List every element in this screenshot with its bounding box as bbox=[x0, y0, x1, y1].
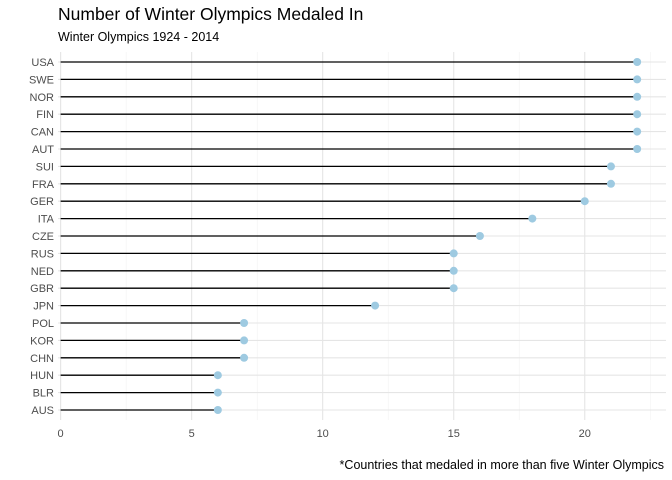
y-tick-label: FIN bbox=[36, 109, 54, 121]
x-tick-label: 5 bbox=[189, 428, 195, 440]
lollipop-point bbox=[213, 371, 222, 380]
y-tick-label: NED bbox=[31, 266, 54, 278]
lollipop-point bbox=[606, 179, 615, 188]
y-tick-label: GBR bbox=[30, 283, 54, 295]
y-tick-label: HUN bbox=[30, 370, 54, 382]
y-tick-label: JPN bbox=[33, 301, 54, 313]
x-tick-label: 15 bbox=[448, 428, 460, 440]
lollipop-point bbox=[633, 127, 642, 136]
lollipop-point bbox=[371, 301, 380, 310]
lollipop-point bbox=[633, 75, 642, 84]
chart-title: Number of Winter Olympics Medaled In bbox=[58, 4, 364, 24]
chart-subtitle: Winter Olympics 1924 - 2014 bbox=[58, 30, 220, 44]
y-tick-label: POL bbox=[32, 318, 54, 330]
y-tick-label: RUS bbox=[31, 248, 54, 260]
lollipop-point bbox=[449, 249, 458, 258]
chart-caption: *Countries that medaled in more than fiv… bbox=[339, 458, 664, 472]
lollipop-point bbox=[240, 336, 249, 345]
x-tick-label: 10 bbox=[317, 428, 329, 440]
lollipop-point bbox=[633, 58, 642, 66]
y-tick-label: AUS bbox=[31, 405, 54, 417]
lollipop-point bbox=[240, 353, 249, 362]
lollipop-point bbox=[633, 145, 642, 153]
y-tick-label: CZE bbox=[32, 231, 54, 243]
y-tick-label: ITA bbox=[38, 214, 55, 226]
lollipop-point bbox=[580, 197, 589, 206]
y-tick-label: KOR bbox=[30, 335, 54, 347]
lollipop-point bbox=[213, 406, 222, 414]
x-tick-label: 20 bbox=[579, 428, 591, 440]
lollipop-point bbox=[606, 162, 615, 171]
y-tick-label: AUT bbox=[32, 144, 54, 156]
lollipop-point bbox=[449, 284, 458, 293]
y-tick-label: CAN bbox=[31, 127, 54, 139]
y-tick-label: CHN bbox=[30, 353, 54, 365]
y-tick-label: SWE bbox=[29, 74, 54, 86]
lollipop-point bbox=[475, 232, 484, 240]
lollipop-point bbox=[633, 92, 642, 101]
y-tick-label: BLR bbox=[33, 388, 54, 400]
y-tick-label: FRA bbox=[32, 179, 55, 191]
lollipop-point bbox=[633, 110, 642, 119]
y-tick-label: USA bbox=[31, 57, 54, 69]
y-tick-label: NOR bbox=[30, 92, 55, 104]
x-tick-label: 0 bbox=[58, 428, 64, 440]
lollipop-point bbox=[528, 214, 537, 223]
lollipop-point bbox=[240, 319, 249, 327]
lollipop-point bbox=[213, 388, 222, 397]
y-tick-label: SUI bbox=[36, 161, 54, 173]
lollipop-point bbox=[449, 266, 458, 275]
y-tick-label: GER bbox=[30, 196, 54, 208]
